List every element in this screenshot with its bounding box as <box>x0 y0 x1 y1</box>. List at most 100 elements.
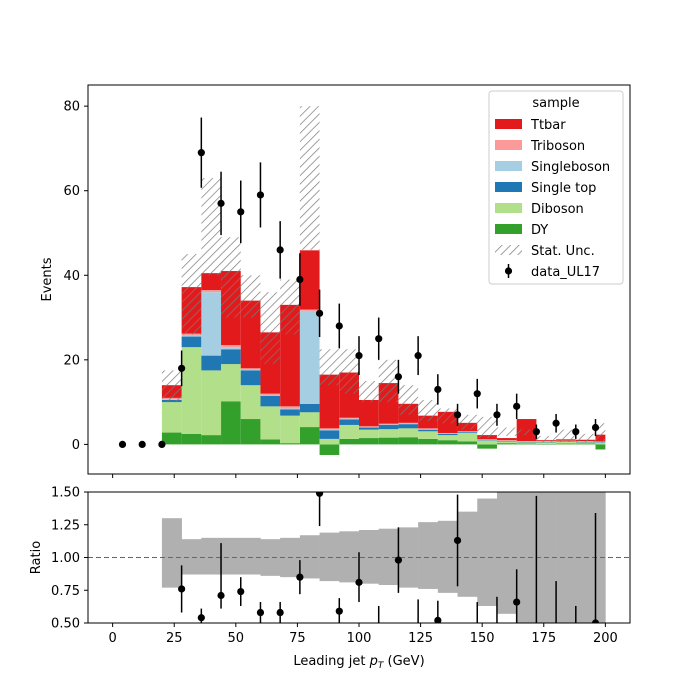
data-point <box>473 390 481 398</box>
bar <box>339 424 359 439</box>
stat-unc-bin <box>161 370 182 403</box>
bar <box>378 424 399 426</box>
bar <box>378 424 399 430</box>
bar <box>477 444 497 449</box>
bar <box>516 442 537 444</box>
bar <box>378 437 399 445</box>
series-singleboson <box>161 292 606 443</box>
bar <box>536 442 557 444</box>
ratio-points <box>178 492 600 653</box>
legend-swatch <box>495 203 522 213</box>
bar <box>477 439 497 440</box>
y-tick-label: 80 <box>63 100 80 115</box>
stat-unc-bin <box>516 429 537 436</box>
bar <box>260 406 281 440</box>
y-tick-label: 1.50 <box>51 486 80 501</box>
data-point <box>256 191 265 199</box>
ratio-plot-area <box>88 492 630 653</box>
ratio-point <box>375 646 382 653</box>
bar <box>319 438 340 445</box>
bar <box>556 441 576 442</box>
ratio-point <box>355 578 363 586</box>
bar <box>221 401 241 445</box>
ratio-point <box>296 573 304 581</box>
bar <box>437 432 458 434</box>
main-plot-area <box>118 106 606 455</box>
bar <box>359 438 379 445</box>
bar <box>161 402 182 433</box>
ratio-unc-bin <box>260 539 281 576</box>
bar <box>280 443 300 445</box>
stat-unc-bin <box>556 429 576 442</box>
bar <box>418 431 438 439</box>
ratio-unc-bin <box>201 537 222 575</box>
bar <box>221 347 241 350</box>
legend-item: Triboson <box>495 139 585 154</box>
ratio-point <box>513 598 521 606</box>
bar <box>240 369 261 371</box>
bar <box>595 442 606 443</box>
x-tick-label: 125 <box>408 631 433 646</box>
bar <box>201 355 222 371</box>
bar <box>181 336 202 348</box>
legend-swatch <box>495 224 522 234</box>
bar <box>437 433 458 434</box>
x-tick-label: 100 <box>347 631 372 646</box>
y-axis-label: Ratio <box>29 541 44 574</box>
legend: sample Ttbar Triboson Singleboson Single top… <box>488 90 624 285</box>
bar <box>437 435 458 441</box>
bar <box>398 422 419 424</box>
legend-swatch <box>495 119 522 129</box>
bar <box>359 427 379 428</box>
bar <box>319 430 340 439</box>
x-tick-label: 150 <box>470 631 495 646</box>
stat-unc-bin <box>595 423 606 443</box>
stat-unc-bin <box>575 433 596 443</box>
data-point <box>513 402 521 410</box>
legend-item: Diboson <box>495 202 584 217</box>
ratio-unc-bin <box>418 522 439 589</box>
ratio-point <box>394 556 403 564</box>
y-tick-label: 0.75 <box>51 584 80 599</box>
stat-unc-bin <box>260 292 281 365</box>
legend-item: Ttbar <box>495 118 566 133</box>
bar <box>457 431 478 432</box>
ratio-point <box>415 646 422 653</box>
ratio-unc-bin <box>359 529 380 584</box>
data-point <box>591 423 600 432</box>
ratio-point <box>178 585 186 593</box>
bar <box>496 440 517 441</box>
stat-unc-bin <box>359 380 379 403</box>
bar <box>418 429 438 430</box>
data-point <box>453 411 462 419</box>
bar <box>556 443 576 445</box>
bar <box>477 440 497 445</box>
bar <box>339 419 359 425</box>
legend-swatch <box>495 161 522 171</box>
bar <box>319 374 340 429</box>
legend-marker <box>504 267 513 275</box>
bar <box>240 368 261 370</box>
bar <box>496 440 517 442</box>
main-plot: 0 20 40 60 80 Events sample Ttbar Triboson Single… <box>40 84 631 478</box>
bar <box>496 443 517 445</box>
y-tick-label: 60 <box>63 184 80 199</box>
ratio-plot: 0.50 0.75 1.00 1.25 1.50 0 25 50 75 100 125 150 175 2… <box>29 486 631 671</box>
stat-unc-bin <box>457 414 478 430</box>
bar <box>221 349 241 365</box>
y-tick-label: 0 <box>72 438 80 453</box>
bar <box>240 419 261 445</box>
ratio-point <box>572 646 579 653</box>
data-point <box>375 335 383 343</box>
bar <box>398 424 419 429</box>
bar <box>418 429 438 432</box>
stat-unc-bin <box>496 427 517 436</box>
x-tick-label: 200 <box>593 631 618 646</box>
stat-unc-bin <box>201 178 222 276</box>
bar <box>221 345 241 348</box>
series-diboson <box>161 347 606 445</box>
legend-swatch <box>495 182 522 192</box>
bar <box>595 442 606 445</box>
data-point <box>414 352 422 360</box>
bar <box>378 429 399 438</box>
